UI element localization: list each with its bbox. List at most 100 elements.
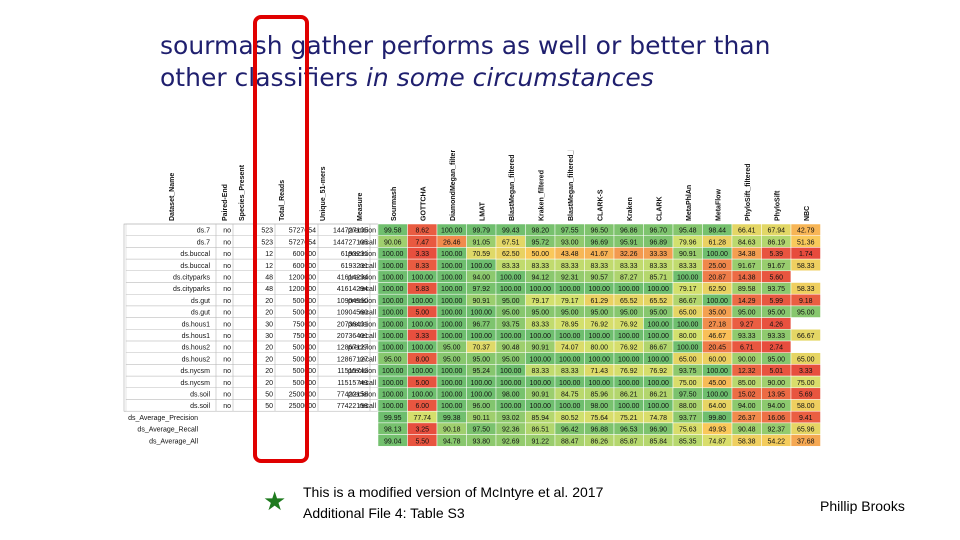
heatmap-cell-label: 93.33: [738, 333, 756, 340]
heatmap-cell-label: 95.00: [767, 356, 785, 363]
dataset-name-cell: ds.hous2: [182, 356, 211, 363]
heatmap-cell-label: 100.00: [382, 392, 404, 399]
heatmap-cell-label: 96.77: [472, 321, 490, 328]
heatmap-cell-label: 95.00: [502, 298, 520, 305]
heatmap-cell-label: 100.00: [530, 356, 552, 363]
heatmap-cell-label: 45.00: [708, 380, 726, 387]
heatmap-cell-label: 42.79: [797, 228, 815, 235]
heatmap-cell: [790, 340, 821, 353]
info-value-cell: 600000: [293, 263, 316, 270]
heatmap-cell-label: 100.00: [559, 333, 581, 340]
heatmap-svg: Dataset_Name Paired-End Species_Present Tot…: [123, 150, 821, 447]
heatmap-cell-label: 3.33: [799, 368, 813, 375]
heatmap-cell-label: 58.00: [797, 403, 815, 410]
heatmap-cell-label: 86.26: [590, 438, 608, 445]
heatmap-cell-label: 95.00: [443, 356, 461, 363]
info-value-cell: 30: [265, 321, 273, 328]
heatmap-cell-label: 90.57: [590, 275, 608, 282]
heatmap-cell-label: 61.29: [590, 298, 608, 305]
heatmap-cell-label: 9.27: [740, 321, 754, 328]
heatmap-cell-label: 90.06: [384, 239, 402, 246]
caption: This is a modified version of McIntyre e…: [303, 482, 603, 524]
info-value-cell: no: [223, 310, 231, 317]
info-value-cell: 50: [265, 403, 273, 410]
heatmap-cell-label: 99.58: [384, 228, 402, 235]
heatmap-cell-label: 8.00: [415, 356, 429, 363]
heatmap-cell-label: 90.91: [472, 298, 490, 305]
info-value-cell: 20: [265, 368, 273, 375]
heatmap-cell-label: 100.00: [589, 333, 611, 340]
heatmap-cell-label: 95.91: [620, 239, 638, 246]
heatmap-cell-label: 95.00: [384, 356, 402, 363]
info-value-cell: no: [223, 228, 231, 235]
info-value-cell: no: [223, 356, 231, 363]
info-value-cell: 20: [265, 380, 273, 387]
info-value-cell: 41614294: [337, 286, 368, 293]
heatmap-cell-label: 35.00: [708, 310, 726, 317]
heatmap-cell-label: 96.69: [590, 239, 608, 246]
info-value-cell: no: [223, 275, 231, 282]
heatmap-cell-label: 8.62: [415, 228, 429, 235]
heatmap-cell-label: 92.69: [502, 438, 520, 445]
tool-header-label: DiamondMegan_filtered: [450, 150, 457, 221]
heatmap-cell-label: 96.89: [649, 239, 667, 246]
tool-header-label: NBC: [804, 206, 811, 221]
heatmap-cell-label: 65.52: [620, 298, 638, 305]
measure-cell: recall: [359, 239, 376, 246]
info-header-label: Total_Reads: [279, 180, 286, 221]
info-value-cell: 20: [265, 345, 273, 352]
heatmap-cell-label: 100.00: [589, 356, 611, 363]
heatmap-cell-label: 5.69: [799, 392, 813, 399]
heatmap-cell-label: 80.52: [561, 415, 579, 422]
heatmap-cell-label: 100.00: [471, 392, 493, 399]
heatmap-cell-label: 100.00: [412, 275, 434, 282]
info-value-cell: 5727654: [289, 228, 316, 235]
heatmap-cell-label: 79.17: [531, 298, 549, 305]
heatmap-cell-label: 100.00: [707, 298, 729, 305]
dataset-name-cell: ds_Average_Recall: [137, 427, 198, 434]
heatmap-cell-label: 90.00: [767, 380, 785, 387]
heatmap-cell-label: 94.78: [443, 438, 461, 445]
heatmap-cell-label: 99.38: [443, 415, 461, 422]
heatmap-cell-label: 94.00: [738, 403, 756, 410]
tool-header-label: PhyloSift: [774, 190, 781, 221]
info-value-cell: 50: [265, 392, 273, 399]
heatmap-cell-label: 46.67: [708, 333, 726, 340]
heatmap-cell-label: 75.00: [679, 380, 697, 387]
heatmap-cell-label: 14.38: [738, 275, 756, 282]
heatmap-cell-label: 1.74: [799, 251, 813, 258]
heatmap-cell-label: 71.43: [590, 368, 608, 375]
tool-header-label: Kraken_filtered: [538, 170, 545, 221]
info-value-cell: 11515743: [337, 368, 368, 375]
dataset-name-cell: ds.gut: [191, 310, 210, 317]
heatmap-cell-label: 70.59: [472, 251, 490, 258]
info-value-cell: no: [223, 345, 231, 352]
heatmap-cell-label: 100.00: [382, 286, 404, 293]
info-value-cell: 750000: [293, 333, 316, 340]
heatmap-cell-label: 97.55: [561, 228, 579, 235]
info-header-label: Paired-End: [222, 184, 229, 221]
dataset-name-cell: ds.hous1: [182, 321, 211, 328]
sourmash-highlight-box: [253, 15, 309, 463]
heatmap-cell-label: 99.79: [472, 228, 490, 235]
heatmap-cell-label: 79.17: [561, 298, 579, 305]
heatmap-cell-label: 95.24: [472, 368, 490, 375]
heatmap-cell-label: 98.00: [590, 403, 608, 410]
heatmap-cell-label: 100.00: [530, 403, 552, 410]
info-value-cell: 12: [265, 251, 273, 258]
dataset-name-cell: ds.buccal: [180, 251, 210, 258]
info-value-cell: no: [223, 251, 231, 258]
info-value-cell: 6193231: [341, 251, 368, 258]
heatmap-cell-label: 85.94: [531, 415, 549, 422]
tool-header-label: Kraken: [627, 197, 634, 221]
heatmap-cell-label: 100.00: [707, 251, 729, 258]
heatmap-cell-label: 93.75: [679, 368, 697, 375]
heatmap-cell-label: 83.33: [531, 321, 549, 328]
info-value-cell: 500000: [293, 345, 316, 352]
heatmap-cell-label: 79.96: [679, 239, 697, 246]
heatmap-cell-label: 90.91: [679, 251, 697, 258]
heatmap-cell-label: 100.00: [441, 310, 463, 317]
dataset-name-cell: ds.7: [197, 239, 210, 246]
heatmap-cell-label: 100.00: [382, 251, 404, 258]
heatmap-cell-label: 100.00: [559, 356, 581, 363]
